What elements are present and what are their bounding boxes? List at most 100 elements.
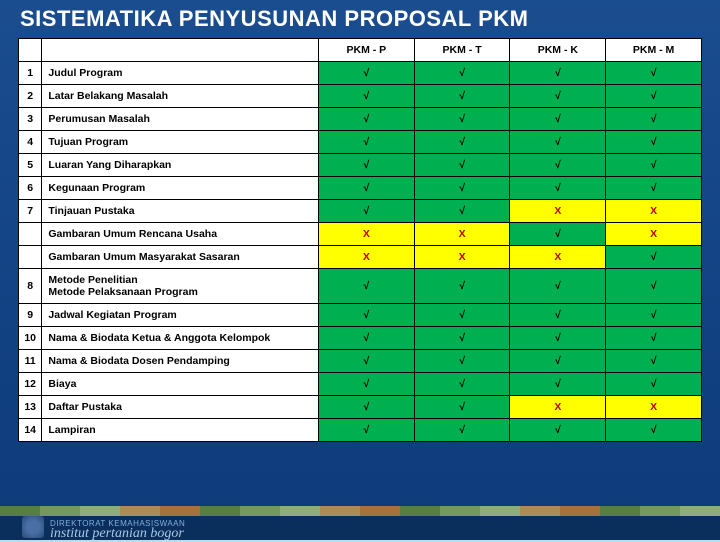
table-row: 11Nama & Biodata Dosen Pendamping√√√√ — [19, 350, 702, 373]
row-label: Nama & Biodata Dosen Pendamping — [42, 350, 319, 373]
check-cell: √ — [318, 177, 414, 200]
check-cell: √ — [510, 131, 606, 154]
check-cell: √ — [318, 154, 414, 177]
cross-cell: X — [510, 396, 606, 419]
check-cell: √ — [510, 223, 606, 246]
check-cell: √ — [606, 373, 702, 396]
check-cell: √ — [510, 327, 606, 350]
row-label: Jadwal Kegiatan Program — [42, 304, 319, 327]
check-cell: √ — [510, 177, 606, 200]
row-number: 5 — [19, 154, 42, 177]
row-label: Biaya — [42, 373, 319, 396]
check-cell: √ — [318, 269, 414, 304]
check-cell: √ — [510, 373, 606, 396]
table-row: Gambaran Umum Rencana UsahaXX√X — [19, 223, 702, 246]
cross-cell: X — [510, 246, 606, 269]
cross-cell: X — [318, 223, 414, 246]
table-row: 14Lampiran√√√√ — [19, 419, 702, 442]
table-row: 4Tujuan Program√√√√ — [19, 131, 702, 154]
row-number: 8 — [19, 269, 42, 304]
check-cell: √ — [606, 131, 702, 154]
check-cell: √ — [510, 350, 606, 373]
col-pkm-t: PKM - T — [414, 39, 510, 62]
row-label: Gambaran Umum Masyarakat Sasaran — [42, 246, 319, 269]
check-cell: √ — [414, 419, 510, 442]
check-cell: √ — [318, 419, 414, 442]
check-cell: √ — [510, 304, 606, 327]
table-row: 7Tinjauan Pustaka√√XX — [19, 200, 702, 223]
table-row: 12Biaya√√√√ — [19, 373, 702, 396]
row-label: Metode PenelitianMetode Pelaksanaan Prog… — [42, 269, 319, 304]
check-cell: √ — [606, 327, 702, 350]
logo-icon — [22, 516, 44, 538]
row-label: Daftar Pustaka — [42, 396, 319, 419]
check-cell: √ — [606, 350, 702, 373]
cross-cell: X — [414, 246, 510, 269]
check-cell: √ — [510, 108, 606, 131]
row-number — [19, 223, 42, 246]
row-label: Lampiran — [42, 419, 319, 442]
row-label: Gambaran Umum Rencana Usaha — [42, 223, 319, 246]
cross-cell: X — [606, 396, 702, 419]
row-number: 12 — [19, 373, 42, 396]
row-label: Judul Program — [42, 62, 319, 85]
col-pkm-k: PKM - K — [510, 39, 606, 62]
table-row: 3Perumusan Masalah√√√√ — [19, 108, 702, 131]
table-row: 1Judul Program√√√√ — [19, 62, 702, 85]
table-row: 8Metode PenelitianMetode Pelaksanaan Pro… — [19, 269, 702, 304]
cross-cell: X — [606, 200, 702, 223]
row-label: Perumusan Masalah — [42, 108, 319, 131]
check-cell: √ — [606, 246, 702, 269]
row-label: Tujuan Program — [42, 131, 319, 154]
row-label: Latar Belakang Masalah — [42, 85, 319, 108]
check-cell: √ — [414, 62, 510, 85]
check-cell: √ — [318, 373, 414, 396]
check-cell: √ — [414, 373, 510, 396]
check-cell: √ — [318, 131, 414, 154]
check-cell: √ — [318, 62, 414, 85]
check-cell: √ — [606, 304, 702, 327]
row-number: 2 — [19, 85, 42, 108]
slide: SISTEMATIKA PENYUSUNAN PROPOSAL PKM PKM … — [0, 0, 720, 540]
check-cell: √ — [414, 85, 510, 108]
check-cell: √ — [510, 62, 606, 85]
row-label: Tinjauan Pustaka — [42, 200, 319, 223]
check-cell: √ — [606, 108, 702, 131]
row-label: Luaran Yang Diharapkan — [42, 154, 319, 177]
check-cell: √ — [414, 200, 510, 223]
check-cell: √ — [606, 62, 702, 85]
row-number: 14 — [19, 419, 42, 442]
cross-cell: X — [606, 223, 702, 246]
footer-decor-band — [0, 506, 720, 516]
check-cell: √ — [510, 269, 606, 304]
cross-cell: X — [510, 200, 606, 223]
row-label: Nama & Biodata Ketua & Anggota Kelompok — [42, 327, 319, 350]
cross-cell: X — [414, 223, 510, 246]
col-pkm-p: PKM - P — [318, 39, 414, 62]
check-cell: √ — [414, 108, 510, 131]
table-container: PKM - P PKM - T PKM - K PKM - M 1Judul P… — [18, 38, 702, 442]
check-cell: √ — [318, 304, 414, 327]
check-cell: √ — [510, 85, 606, 108]
row-number: 4 — [19, 131, 42, 154]
footer-bar: DIREKTORAT KEMAHASISWAAN institut pertan… — [0, 516, 720, 540]
check-cell: √ — [318, 108, 414, 131]
check-cell: √ — [606, 85, 702, 108]
check-cell: √ — [510, 419, 606, 442]
col-blank-num — [19, 39, 42, 62]
check-cell: √ — [606, 154, 702, 177]
check-cell: √ — [414, 396, 510, 419]
row-number: 11 — [19, 350, 42, 373]
table-row: 2Latar Belakang Masalah√√√√ — [19, 85, 702, 108]
check-cell: √ — [606, 269, 702, 304]
check-cell: √ — [414, 154, 510, 177]
check-cell: √ — [318, 200, 414, 223]
table-header-row: PKM - P PKM - T PKM - K PKM - M — [19, 39, 702, 62]
row-number: 13 — [19, 396, 42, 419]
check-cell: √ — [318, 327, 414, 350]
row-number: 10 — [19, 327, 42, 350]
check-cell: √ — [414, 177, 510, 200]
table-row: 9Jadwal Kegiatan Program√√√√ — [19, 304, 702, 327]
cross-cell: X — [318, 246, 414, 269]
table-row: 5Luaran Yang Diharapkan√√√√ — [19, 154, 702, 177]
